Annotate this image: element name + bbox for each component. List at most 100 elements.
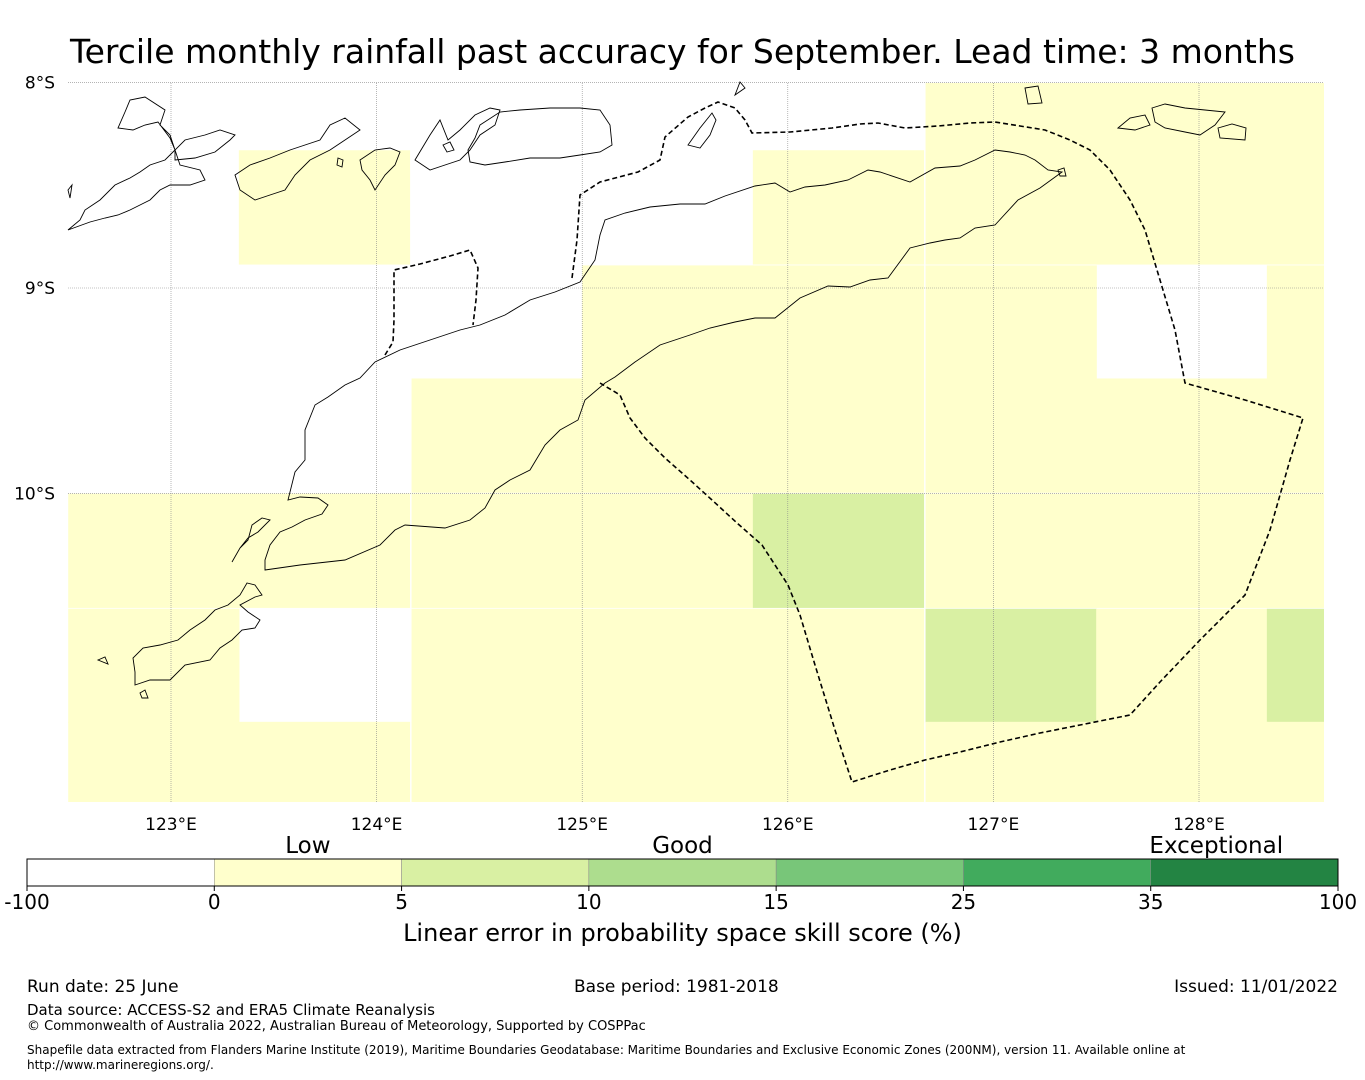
colorbar-bin: [963, 858, 1151, 887]
coastline-small-3: [336, 157, 344, 168]
skill-cell: [238, 493, 411, 608]
skill-cell: [411, 378, 583, 493]
skill-cell: [1096, 493, 1268, 608]
colorbar-label: Linear error in probability space skill …: [403, 919, 962, 947]
skill-cell: [1096, 608, 1268, 724]
skill-cell: [1266, 721, 1324, 802]
coastline-small-4: [442, 141, 455, 153]
skill-cell: [68, 721, 240, 802]
skill-cell: [582, 721, 754, 802]
skill-cell: [68, 493, 240, 608]
skill-cell: [1266, 150, 1324, 265]
skill-cell: [582, 608, 754, 724]
coastline-small-2: [734, 81, 746, 97]
coastline-kisar-1: [1024, 85, 1043, 105]
colorbar-tick-label: 0: [208, 890, 221, 914]
skill-cell: [411, 493, 583, 608]
colorbar: -100 0 5 10 15 25 35 100 Low Good Exceptional: [4, 833, 1357, 914]
skill-cell: [925, 721, 1097, 802]
colorbar-tick-label: 10: [576, 890, 601, 914]
issued-date: Issued: 11/01/2022: [1174, 977, 1338, 997]
skill-cell: [1096, 721, 1268, 802]
latitude-label: 8°S: [25, 73, 55, 93]
copyright: © Commonwealth of Australia 2022, Austra…: [27, 1019, 646, 1034]
colorbar-bin: [775, 858, 964, 887]
colorbar-tick-label: 15: [763, 890, 788, 914]
maritime-boundaries: [384, 101, 1305, 784]
skill-cell: [752, 493, 925, 608]
shapefile-credit-line2: http://www.marineregions.org/.: [27, 1058, 214, 1072]
skill-cell: [582, 493, 754, 608]
latitude-label: 9°S: [25, 279, 55, 299]
longitude-label: 126°E: [762, 815, 814, 835]
coastline-small-5: [1057, 167, 1067, 177]
skill-cell: [582, 265, 754, 380]
colorbar-tick-label: 5: [395, 890, 408, 914]
skill-cell: [1266, 608, 1324, 724]
latitude-label: 10°S: [14, 485, 55, 505]
skill-cell: [1266, 493, 1324, 608]
skill-cell: [238, 721, 411, 802]
category-label: Good: [652, 833, 713, 859]
skill-cell: [1266, 265, 1324, 380]
longitude-label: 128°E: [1173, 815, 1225, 835]
coastline-alor: [414, 107, 501, 171]
colorbar-tick-label: 100: [1319, 890, 1357, 914]
shapefile-credit-line1: Shapefile data extracted from Flanders M…: [27, 1043, 1186, 1057]
coastline-pantar: [359, 147, 401, 191]
longitude-label: 123°E: [145, 815, 197, 835]
skill-cell: [752, 378, 925, 493]
latitude-labels: 8°S 9°S 10°S: [14, 73, 55, 504]
graticule: [68, 82, 1324, 802]
category-label: Exceptional: [1149, 833, 1283, 859]
colorbar-tick-label: -100: [4, 890, 49, 914]
skill-cell: [411, 608, 583, 724]
colorbar-bin: [26, 858, 215, 887]
skill-cell: [411, 721, 583, 802]
colorbar-bin: [214, 858, 402, 887]
coastline-semau: [231, 517, 271, 563]
skill-cell: [238, 150, 411, 265]
colorbar-bin: [401, 858, 590, 887]
coastline-lakor: [1217, 123, 1247, 141]
skill-cell: [752, 265, 925, 380]
coastline-leti: [1116, 114, 1151, 131]
longitude-label: 127°E: [968, 815, 1020, 835]
colorbar-bin: [588, 858, 777, 887]
category-label: Low: [285, 833, 330, 859]
skill-cell: [68, 608, 240, 724]
coastline-adonara: [174, 129, 236, 161]
colorbar-tick-label: 25: [951, 890, 976, 914]
coastline-small-1: [139, 689, 149, 699]
run-date: Run date: 25 June: [27, 977, 179, 997]
skill-cell: [752, 608, 925, 724]
longitude-label: 124°E: [351, 815, 403, 835]
skill-cell: [752, 721, 925, 802]
coastline-moa: [1151, 103, 1226, 136]
longitude-label: 125°E: [556, 815, 608, 835]
coastlines: [67, 81, 1247, 699]
coastline-wetar: [467, 107, 613, 166]
coastline-rote: [132, 582, 263, 686]
coastline-lembata: [234, 117, 361, 201]
skill-cell: [925, 378, 1097, 493]
coastline-timor: [264, 149, 1064, 571]
coastline-atauro: [687, 112, 717, 149]
skill-cell: [925, 493, 1097, 608]
skill-cell: [752, 150, 925, 265]
coastline-small-6: [67, 183, 73, 199]
skill-cell: [582, 378, 754, 493]
skill-cell: [925, 608, 1097, 724]
skill-cell: [1266, 378, 1324, 493]
coastline-flores: [67, 96, 206, 231]
colorbar-bin: [1150, 858, 1339, 887]
coastline-ndao: [96, 656, 109, 665]
skill-cell: [925, 265, 1097, 380]
data-source: Data source: ACCESS-S2 and ERA5 Climate …: [27, 1001, 435, 1019]
chart-title: Tercile monthly rainfall past accuracy f…: [70, 32, 1295, 71]
colorbar-frame: [26, 858, 1339, 887]
skill-score-cells: [68, 83, 1324, 802]
longitude-labels: 123°E 124°E 125°E 126°E 127°E 128°E: [145, 815, 1225, 835]
eez-oecusse: [384, 249, 479, 356]
